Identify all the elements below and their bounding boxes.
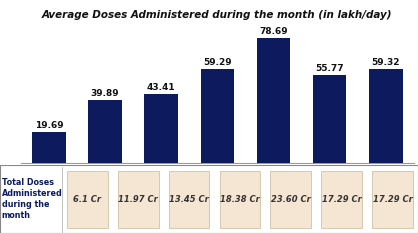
Text: 59.29: 59.29 [203,58,232,67]
Title: Average Doses Administered during the month (in lakh/day): Average Doses Administered during the mo… [42,10,393,20]
Text: 39.89: 39.89 [91,89,120,98]
Text: 18.38 Cr: 18.38 Cr [220,195,260,204]
Bar [88,100,122,163]
Text: 17.29 Cr: 17.29 Cr [322,195,362,204]
FancyBboxPatch shape [168,171,209,228]
Bar [201,69,234,163]
Text: 55.77: 55.77 [315,64,344,73]
FancyBboxPatch shape [270,171,311,228]
Text: 23.60 Cr: 23.60 Cr [271,195,311,204]
FancyBboxPatch shape [67,171,108,228]
Text: 11.97 Cr: 11.97 Cr [118,195,158,204]
Bar [369,69,403,163]
Text: 13.45 Cr: 13.45 Cr [169,195,209,204]
Text: 78.69: 78.69 [259,27,288,36]
Text: 43.41: 43.41 [147,83,176,92]
Text: 19.69: 19.69 [35,121,63,130]
Bar [144,94,178,163]
FancyBboxPatch shape [0,165,418,233]
FancyBboxPatch shape [372,171,413,228]
FancyBboxPatch shape [118,171,158,228]
Text: 17.29 Cr: 17.29 Cr [373,195,413,204]
Bar [313,75,347,163]
FancyBboxPatch shape [321,171,362,228]
Text: 6.1 Cr: 6.1 Cr [73,195,101,204]
Text: 59.32: 59.32 [372,58,400,67]
Bar [257,38,291,163]
FancyBboxPatch shape [219,171,260,228]
Bar [32,132,66,163]
Text: Total Doses
Administered
during the
month: Total Doses Administered during the mont… [2,178,62,220]
